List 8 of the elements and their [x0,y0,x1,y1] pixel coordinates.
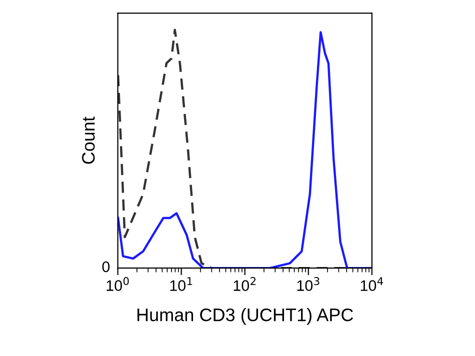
text: 0 [102,261,110,272]
y-axis-title: Count [82,116,95,164]
x-tick-label: 10$^{2}$ [234,277,256,291]
x-tick-label: 10$^{0}$ [106,277,129,291]
x-tick-label: 10$^{3}$ [297,277,320,291]
x-axis-title: Human CD3 (UCHT1) APC [137,308,354,325]
x-tick-label: 10$^{4}$ [360,277,384,291]
x-tick-label: 10$^{1}$ [170,277,192,291]
